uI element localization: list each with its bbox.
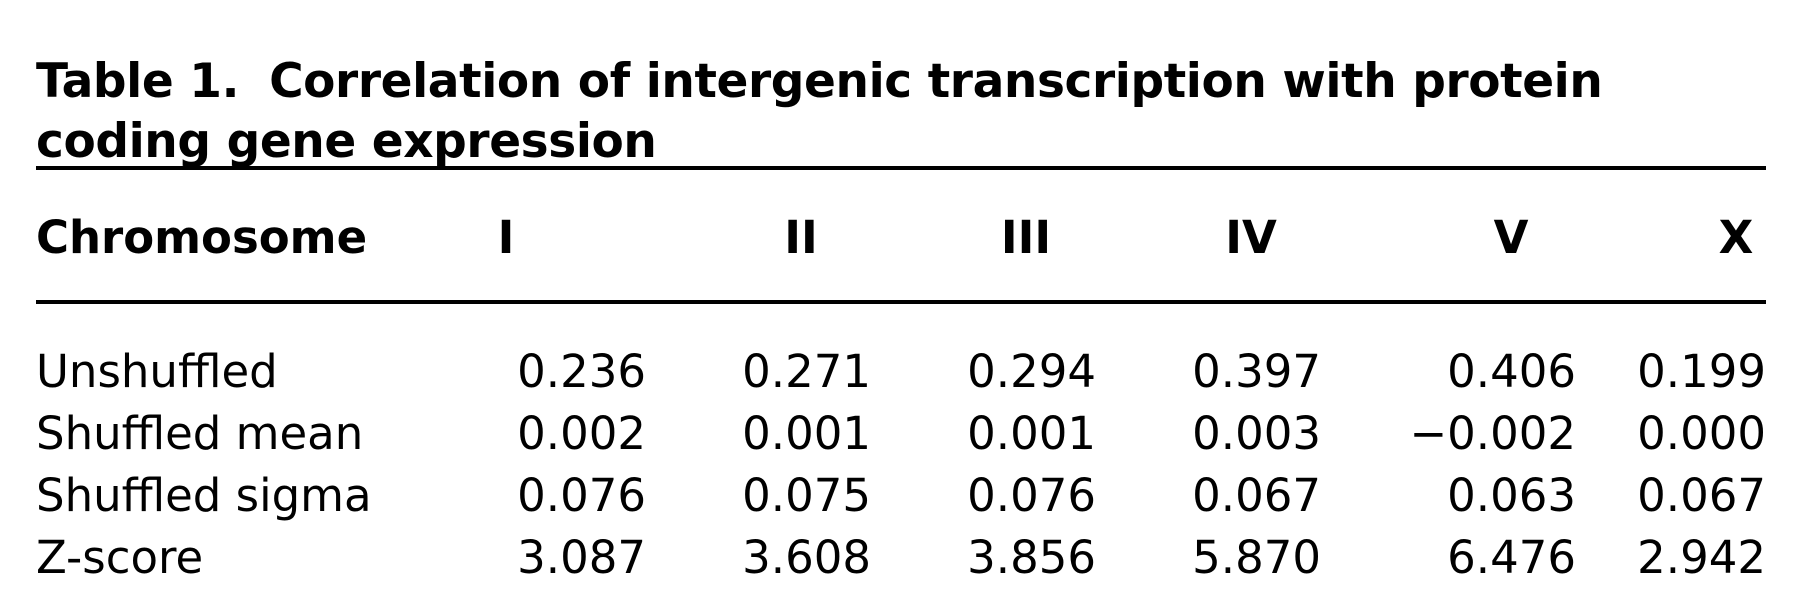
- header-column: V: [1493, 211, 1529, 264]
- row-label: Shuffled sigma: [36, 469, 372, 522]
- table-row: Unshuffled 0.236 0.271 0.294 0.397 0.406…: [36, 342, 1766, 402]
- top-rule: [36, 166, 1766, 170]
- table-cell: 0.001: [742, 407, 871, 460]
- table-cell: −0.002: [1409, 407, 1576, 460]
- table-cell: 0.294: [967, 345, 1096, 398]
- table-cell: 5.870: [1192, 531, 1321, 584]
- table-cell: 0.406: [1447, 345, 1576, 398]
- table-cell: 0.076: [967, 469, 1096, 522]
- table-cell: 0.002: [517, 407, 646, 460]
- table-cell: 0.000: [1637, 407, 1766, 460]
- table-header-row: Chromosome I II III IV V X: [36, 208, 1766, 268]
- header-column: X: [1718, 211, 1754, 264]
- table-cell: 0.199: [1637, 345, 1766, 398]
- table-caption-text: Correlation of intergenic transcription …: [36, 54, 1603, 169]
- table-cell: 3.856: [967, 531, 1096, 584]
- table-cell: 2.942: [1637, 531, 1766, 584]
- header-column: III: [1000, 211, 1052, 264]
- row-label: Shuffled mean: [36, 407, 364, 460]
- table-cell: 0.236: [517, 345, 646, 398]
- header-rule: [36, 300, 1766, 304]
- header-stub: Chromosome: [36, 211, 368, 264]
- table-row: Shuffled mean 0.002 0.001 0.001 0.003 −0…: [36, 404, 1766, 464]
- table-cell: 3.608: [742, 531, 871, 584]
- header-column: II: [784, 211, 818, 264]
- table-cell: 3.087: [517, 531, 646, 584]
- row-label: Unshuffled: [36, 345, 278, 398]
- table-caption: Table 1. Correlation of intergenic transc…: [36, 52, 1776, 172]
- table-caption-label: Table 1.: [36, 54, 240, 109]
- table-cell: 0.076: [517, 469, 646, 522]
- table-cell: 6.476: [1447, 531, 1576, 584]
- header-column: I: [497, 211, 515, 264]
- table-cell: 0.063: [1447, 469, 1576, 522]
- table-cell: 0.271: [742, 345, 871, 398]
- table-cell: 0.001: [967, 407, 1096, 460]
- row-label: Z-score: [36, 531, 204, 584]
- table-row: Z-score 3.087 3.608 3.856 5.870 6.476 2.…: [36, 528, 1766, 588]
- table-cell: 0.003: [1192, 407, 1321, 460]
- table-cell: 0.067: [1637, 469, 1766, 522]
- table-cell: 0.075: [742, 469, 871, 522]
- table-cell: 0.067: [1192, 469, 1321, 522]
- table-row: Shuffled sigma 0.076 0.075 0.076 0.067 0…: [36, 466, 1766, 526]
- header-column: IV: [1225, 211, 1277, 264]
- table-cell: 0.397: [1192, 345, 1321, 398]
